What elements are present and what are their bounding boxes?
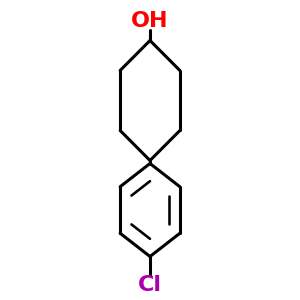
Text: Cl: Cl xyxy=(138,275,162,295)
Text: OH: OH xyxy=(131,11,169,31)
